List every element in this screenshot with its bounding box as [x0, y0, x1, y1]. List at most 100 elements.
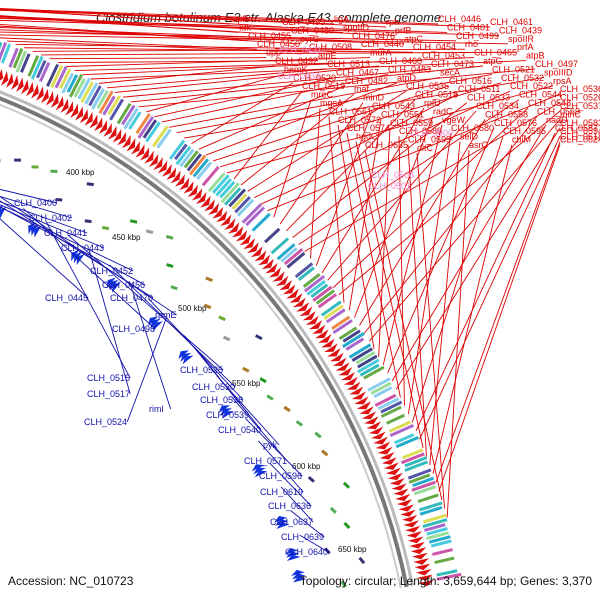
gene-colour-mark — [357, 354, 378, 369]
gene-colour-mark — [39, 62, 51, 82]
inner-feature — [222, 335, 231, 342]
forward-cds-ring — [0, 68, 434, 587]
forward-cds-arrow — [375, 441, 391, 450]
forward-cds-arrow — [79, 109, 88, 124]
gene-label-atpB: atpB — [526, 51, 545, 61]
gene-colour-mark — [315, 289, 335, 305]
red-label-leader — [407, 144, 427, 457]
red-label-leader — [138, 68, 536, 108]
gene-colour-mark — [88, 85, 102, 107]
forward-cds-arrow — [153, 157, 163, 171]
forward-cds-arrow — [261, 258, 274, 270]
red-label-leader — [267, 93, 561, 212]
forward-cds-arrow — [162, 163, 172, 177]
gene-label-hgdC: hgdC — [356, 132, 378, 142]
gene-colour-mark — [36, 59, 47, 79]
gene-label-CLH_0520: CLH_0520 — [293, 73, 336, 83]
genome-summary: Topology: circular; Length: 3,659,644 bp… — [299, 574, 592, 588]
gene-colour-mark — [245, 206, 265, 227]
forward-cds-arrow — [183, 181, 194, 194]
gene-label-CLH_0460: CLH_0460 — [379, 56, 422, 66]
gene-colour-mark — [236, 198, 255, 217]
blue-label-leader — [126, 316, 168, 423]
forward-cds-arrow — [231, 226, 244, 238]
gene-colour-mark — [228, 188, 247, 208]
gene-colour-mark — [412, 476, 435, 488]
gene-label-vgeW: vgeW — [442, 115, 466, 125]
gene-colour-mark — [219, 181, 236, 199]
scale-tick-label: 550 kbp — [232, 379, 261, 388]
red-label-leader — [0, 8, 387, 28]
forward-cds-arrow — [408, 536, 424, 544]
inner-feature — [203, 303, 212, 310]
red-label-leader — [328, 116, 345, 303]
red-label-leader — [391, 124, 547, 382]
gene-label-CLH_0537: CLH_0537 — [560, 101, 600, 111]
forward-cds-arrow — [45, 91, 54, 106]
inner-feature — [255, 334, 263, 341]
inner-feature — [129, 219, 138, 224]
forward-cds-arrow — [324, 343, 338, 352]
reverse-cds-arrow — [284, 548, 299, 555]
red-label-leader — [438, 144, 561, 492]
gene-colour-mark — [286, 251, 306, 269]
gene-label-spoIIR: spoIIR — [508, 34, 535, 44]
gene-label-atpE: atpE — [318, 51, 337, 61]
gene-colour-mark — [175, 145, 192, 166]
gene-colour-mark — [183, 150, 199, 169]
gene-colour-mark — [241, 203, 262, 224]
gene-colour-mark — [367, 377, 391, 392]
gene-label-CLH_0401: CLH_0401 — [447, 22, 490, 32]
inner-feature — [86, 182, 94, 187]
red-label-leader — [82, 57, 475, 76]
red-label-leader — [346, 133, 401, 398]
gene-label-pyrG: pyrG — [300, 34, 320, 44]
gene-colour-mark — [423, 523, 446, 532]
gene-colour-mark — [174, 143, 188, 161]
blue-label-leader — [88, 249, 131, 395]
gene-colour-mark — [400, 452, 425, 465]
gene-colour-mark — [215, 178, 233, 197]
gene-label-hemK: hemK — [284, 64, 308, 74]
inner-feature — [218, 315, 226, 322]
gene-label-CLH_0517: CLH_0517 — [87, 389, 130, 399]
gene-colour-mark — [264, 227, 281, 244]
forward-cds-arrow — [286, 288, 299, 299]
forward-cds-arrow — [315, 329, 329, 339]
gene-label-CLH_0639: CLH_0639 — [281, 532, 324, 542]
gene-colour-ring — [0, 41, 462, 581]
gene-colour-mark — [123, 107, 139, 130]
forward-cds-arrow — [121, 134, 131, 149]
forward-cds-arrow — [126, 137, 136, 152]
gene-colour-mark — [192, 158, 210, 178]
gene-colour-mark — [186, 153, 202, 172]
forward-cds-arrow — [302, 311, 316, 321]
gene-label-atpF: atpF — [230, 14, 249, 24]
forward-cds-arrow — [148, 153, 159, 167]
gene-label-rpsA: rpsA — [553, 76, 572, 86]
gene-colour-mark — [325, 308, 346, 324]
blue-label-leader — [0, 206, 134, 272]
gene-label-CLH_0499: CLH_0499 — [456, 31, 499, 41]
forward-cds-arrow — [265, 262, 278, 274]
gene-label-CLH_0497: CLH_0497 — [535, 59, 578, 69]
gene-colour-mark — [27, 55, 40, 77]
forward-cds-arrow — [254, 250, 267, 262]
inner-feature — [145, 229, 154, 234]
forward-cds-arrow — [0, 68, 4, 81]
gene-label-CLH_0511: CLH_0511 — [458, 84, 500, 94]
inner-feature — [340, 580, 347, 588]
gene-label-CLH_0455: CLH_0455 — [248, 31, 291, 41]
gene-label-CLH_0536: CLH_0536 — [560, 84, 600, 94]
forward-cds-arrow — [414, 563, 431, 571]
gene-label-asrC: asrC — [469, 140, 489, 150]
forward-cds-arrow — [84, 111, 93, 126]
gene-label-CLH_0431: CLH_0431 — [279, 45, 322, 55]
inner-feature — [259, 377, 267, 384]
gene-colour-mark — [121, 104, 136, 126]
forward-cds-arrow — [275, 275, 289, 286]
forward-cds-arrow — [377, 446, 393, 455]
forward-cds-arrow — [212, 206, 224, 219]
red-label-leader — [220, 82, 502, 168]
forward-cds-arrow — [258, 254, 271, 266]
